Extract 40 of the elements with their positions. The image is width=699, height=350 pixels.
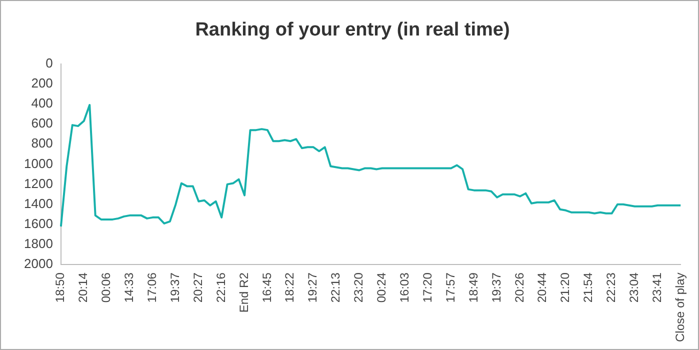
x-tick-label: 17:20 [420,272,434,303]
x-tick-label: 22:16 [214,272,228,303]
y-tick-label: 1200 [24,176,53,191]
y-tick-label: 400 [31,96,53,111]
x-tick-label: 00:06 [99,272,114,303]
x-tick-label: 19:37 [489,272,504,303]
y-tick-label: 600 [31,116,53,131]
x-tick-label: 19:37 [168,272,182,303]
x-tick-label: End R2 [236,272,251,313]
chart-title: Ranking of your entry (in real time) [195,20,510,41]
x-tick-label: 19:27 [306,272,320,303]
x-tick-label: 20:44 [535,272,550,303]
x-tick-label: 17:57 [443,272,458,303]
x-tick-label: 22:23 [604,272,618,303]
y-tick-label: 1800 [24,236,53,252]
x-tick-label: 18:50 [53,272,68,303]
y-tick-label: 1600 [24,216,53,232]
x-tick-label: 20:26 [512,272,526,303]
x-tick-label: 20:27 [190,272,205,303]
x-tick-label: 17:06 [145,272,160,303]
x-tick-label: 20:14 [76,272,90,303]
x-tick-label: Close of play [672,272,687,342]
y-tick-label: 800 [31,136,53,151]
y-tick-label: 1000 [24,156,53,171]
y-tick-label: 2000 [24,256,53,272]
y-tick-label: 200 [31,75,53,90]
y-tick-label: 0 [46,55,53,70]
x-tick-label: 23:04 [627,272,642,303]
y-tick-label: 1400 [24,196,53,211]
x-tick-label: 16:45 [260,272,274,303]
x-tick-label: 23:41 [650,272,664,303]
x-tick-label: 14:33 [122,272,136,303]
x-tick-label: 18:22 [282,272,297,303]
x-tick-label: 23:20 [352,272,366,303]
x-tick-label: 22:13 [328,272,343,303]
x-tick-label: 00:24 [374,272,389,303]
x-tick-label: 18:49 [466,272,480,303]
x-tick-label: 21:54 [581,272,596,303]
x-tick-label: 16:03 [398,272,412,303]
x-tick-label: 21:20 [558,272,572,303]
